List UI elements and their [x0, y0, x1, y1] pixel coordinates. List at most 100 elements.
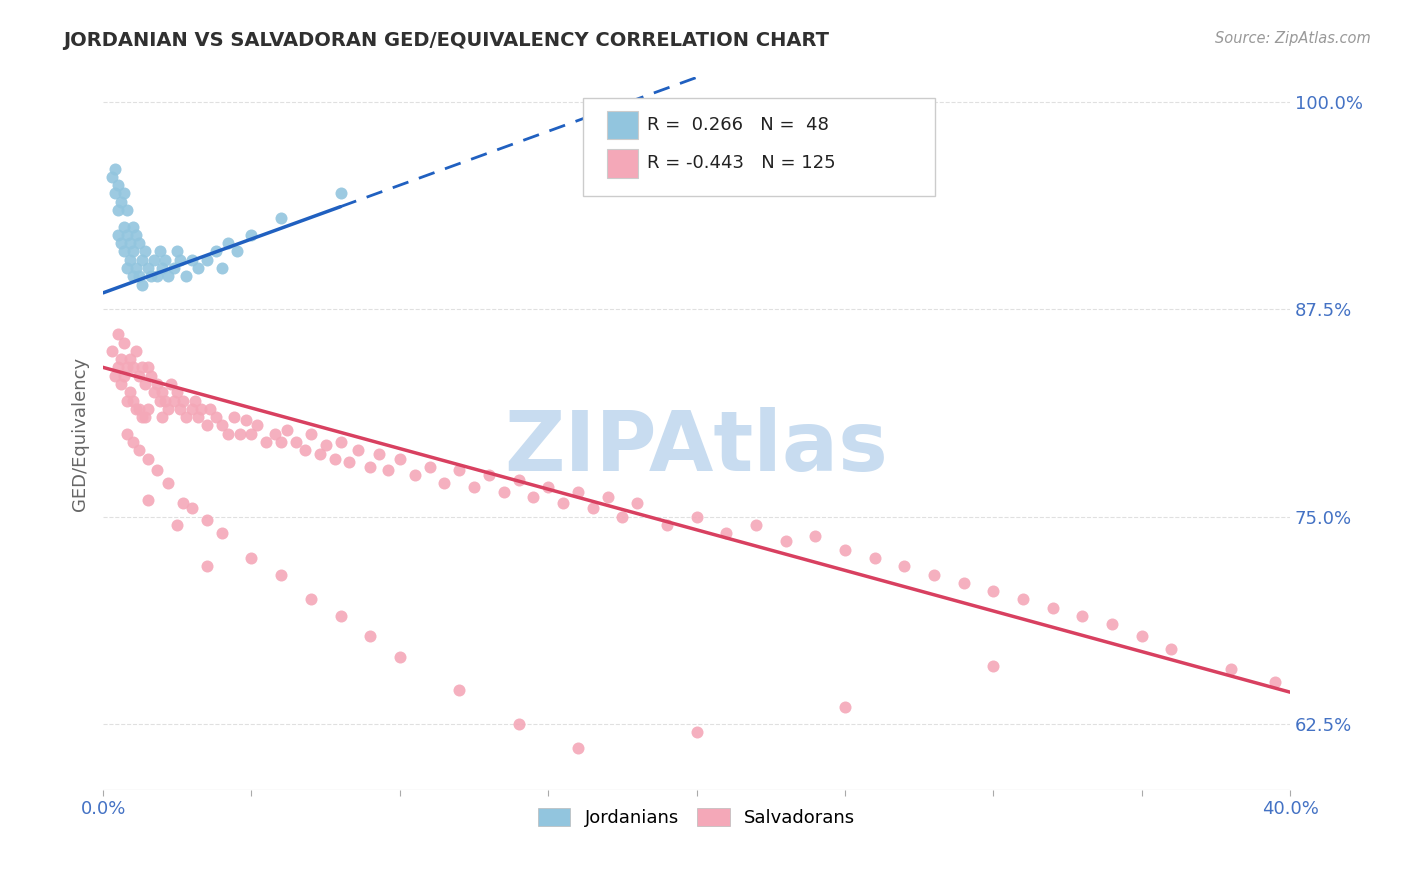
Text: JORDANIAN VS SALVADORAN GED/EQUIVALENCY CORRELATION CHART: JORDANIAN VS SALVADORAN GED/EQUIVALENCY …	[63, 31, 830, 50]
Point	[211, 526, 233, 541]
Point	[1160, 642, 1182, 657]
Point	[368, 446, 391, 460]
Point	[121, 269, 143, 284]
Point	[152, 260, 174, 275]
Point	[131, 252, 153, 267]
Point	[134, 376, 156, 391]
Point	[166, 385, 188, 400]
Point	[101, 169, 124, 184]
Point	[136, 492, 159, 507]
Point	[145, 269, 167, 284]
Point	[449, 683, 471, 698]
Point	[104, 161, 127, 176]
Point	[612, 509, 634, 524]
Point	[131, 277, 153, 292]
Point	[136, 360, 159, 375]
Point	[145, 463, 167, 477]
Point	[128, 401, 150, 416]
Point	[104, 368, 127, 383]
Point	[567, 484, 589, 499]
Point	[136, 401, 159, 416]
Point	[155, 252, 177, 267]
Point	[211, 418, 233, 433]
Point	[125, 260, 148, 275]
Point	[110, 236, 132, 251]
Point	[347, 443, 370, 458]
Point	[508, 716, 530, 731]
Point	[804, 529, 827, 543]
Point	[118, 236, 141, 251]
Point	[110, 376, 132, 391]
Point	[240, 227, 263, 242]
Point	[246, 418, 269, 433]
Point	[1130, 629, 1153, 643]
Point	[270, 434, 292, 449]
Point	[112, 186, 135, 201]
Point	[187, 410, 209, 425]
Point	[181, 401, 204, 416]
Point	[169, 401, 191, 416]
Point	[834, 542, 856, 557]
Point	[264, 426, 287, 441]
Point	[492, 484, 515, 499]
Point	[139, 269, 162, 284]
Point	[205, 410, 228, 425]
Point	[148, 244, 170, 259]
Point	[205, 244, 228, 259]
Point	[110, 194, 132, 209]
Point	[121, 244, 143, 259]
Point	[388, 650, 411, 665]
Point	[134, 410, 156, 425]
Point	[136, 451, 159, 466]
Point	[308, 446, 330, 460]
Point	[222, 410, 245, 425]
Point	[1042, 600, 1064, 615]
Point	[121, 434, 143, 449]
Point	[270, 211, 292, 226]
Point	[716, 526, 738, 541]
Point	[1071, 609, 1094, 624]
Point	[195, 418, 218, 433]
Point	[125, 401, 148, 416]
Point	[152, 385, 174, 400]
Point	[863, 551, 886, 566]
Point	[107, 202, 129, 217]
Point	[418, 459, 440, 474]
Point	[181, 501, 204, 516]
Point	[104, 186, 127, 201]
Point	[388, 451, 411, 466]
Point	[1012, 592, 1035, 607]
Point	[115, 227, 138, 242]
Point	[121, 393, 143, 408]
Point	[1219, 662, 1241, 676]
Text: Source: ZipAtlas.com: Source: ZipAtlas.com	[1215, 31, 1371, 46]
Point	[922, 567, 945, 582]
Point	[163, 260, 186, 275]
Point	[125, 343, 148, 358]
Point	[329, 186, 352, 201]
Point	[1101, 617, 1123, 632]
Point	[115, 426, 138, 441]
Point	[775, 534, 797, 549]
Point	[433, 476, 456, 491]
Point	[339, 455, 361, 469]
Point	[359, 459, 381, 474]
Point	[655, 517, 678, 532]
Point	[329, 609, 352, 624]
Point	[294, 443, 316, 458]
Point	[128, 443, 150, 458]
Point	[174, 269, 197, 284]
Point	[508, 473, 530, 487]
Point	[142, 252, 165, 267]
Point	[101, 343, 124, 358]
Point	[107, 327, 129, 342]
Point	[112, 244, 135, 259]
Point	[187, 260, 209, 275]
Point	[148, 393, 170, 408]
Point	[118, 385, 141, 400]
Point	[152, 410, 174, 425]
Legend: Jordanians, Salvadorans: Jordanians, Salvadorans	[530, 800, 862, 834]
Point	[166, 517, 188, 532]
Point	[118, 352, 141, 367]
Point	[181, 252, 204, 267]
